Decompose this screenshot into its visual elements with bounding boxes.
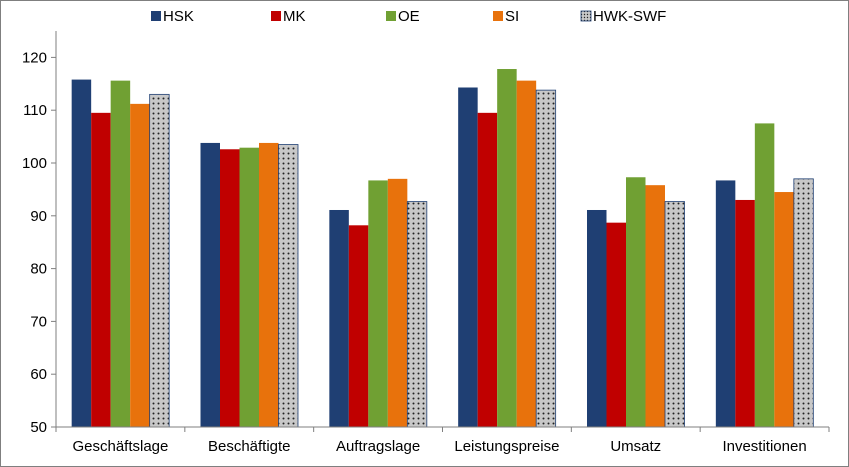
- bar-oe-4: [497, 69, 517, 428]
- y-tick-label: 100: [22, 155, 47, 172]
- bar-hwk-swf-5: [664, 201, 685, 428]
- legend: HSK MK OE SI HWK-SWF: [151, 8, 666, 25]
- bar-mk-4: [477, 112, 498, 427]
- bar-hsk-6: [715, 180, 736, 427]
- y-tick-label: 110: [23, 102, 47, 119]
- bar-hwk-swf-3: [406, 201, 428, 428]
- bar-hwk-swf-6: [793, 178, 814, 428]
- bar-mk-5: [606, 222, 626, 427]
- bar-hsk-1: [71, 79, 92, 428]
- bar-si-5: [645, 185, 665, 427]
- bar-oe-1: [110, 80, 131, 427]
- legend-label-si: SI: [505, 8, 519, 25]
- x-tick-label: Geschäftslage: [72, 438, 168, 455]
- bar-oe-5: [626, 177, 646, 427]
- bar-si-6: [774, 192, 794, 427]
- legend-swatch-mk: [271, 11, 281, 21]
- legend-swatch-oe: [386, 11, 396, 21]
- y-tick-label: 120: [22, 49, 47, 66]
- bar-hsk-4: [458, 87, 478, 427]
- bar-hwk-swf-2: [278, 144, 299, 428]
- bar-mk-2: [220, 149, 240, 427]
- bars: [71, 69, 814, 428]
- x-tick-label: Leistungspreise: [454, 438, 559, 455]
- y-tick-label: 90: [30, 208, 47, 225]
- y-tick-label: 70: [30, 313, 47, 330]
- legend-label-oe: OE: [398, 8, 420, 25]
- x-tick-label: Investitionen: [722, 438, 806, 455]
- bar-hsk-2: [200, 142, 220, 427]
- x-tick-label: Beschäftigte: [208, 438, 291, 455]
- y-tick-label: 60: [30, 366, 47, 383]
- y-tick-label: 50: [30, 419, 47, 436]
- y-tick-label: 80: [30, 261, 47, 278]
- bar-hwk-swf-1: [149, 93, 170, 428]
- x-tick-label: Auftragslage: [336, 438, 420, 455]
- bar-mk-1: [91, 112, 111, 427]
- bar-oe-6: [754, 123, 775, 428]
- x-axis: Geschäftslage Beschäftigte Auftragslage Lei…: [55, 426, 830, 455]
- legend-label-hwk-swf: HWK-SWF: [593, 8, 666, 25]
- bar-mk-3: [348, 225, 369, 427]
- bar-si-1: [130, 103, 150, 427]
- legend-label-mk: MK: [283, 8, 306, 25]
- y-axis: 50 60 70 80 90 100 110 120: [22, 31, 57, 436]
- bar-mk-6: [735, 199, 755, 427]
- x-tick-label: Umsatz: [610, 438, 661, 455]
- bar-hsk-5: [587, 209, 607, 427]
- bar-si-4: [516, 80, 537, 427]
- bar-hwk-swf-4: [535, 89, 557, 428]
- bar-oe-2: [239, 147, 259, 428]
- legend-swatch-hsk: [151, 11, 161, 21]
- bar-si-3: [387, 178, 408, 427]
- legend-label-hsk: HSK: [163, 8, 194, 25]
- bar-si-2: [259, 142, 279, 427]
- legend-swatch-si: [493, 11, 503, 21]
- legend-swatch-hwk-swf: [580, 10, 592, 22]
- bar-hsk-3: [329, 209, 349, 427]
- bar-oe-3: [368, 180, 388, 427]
